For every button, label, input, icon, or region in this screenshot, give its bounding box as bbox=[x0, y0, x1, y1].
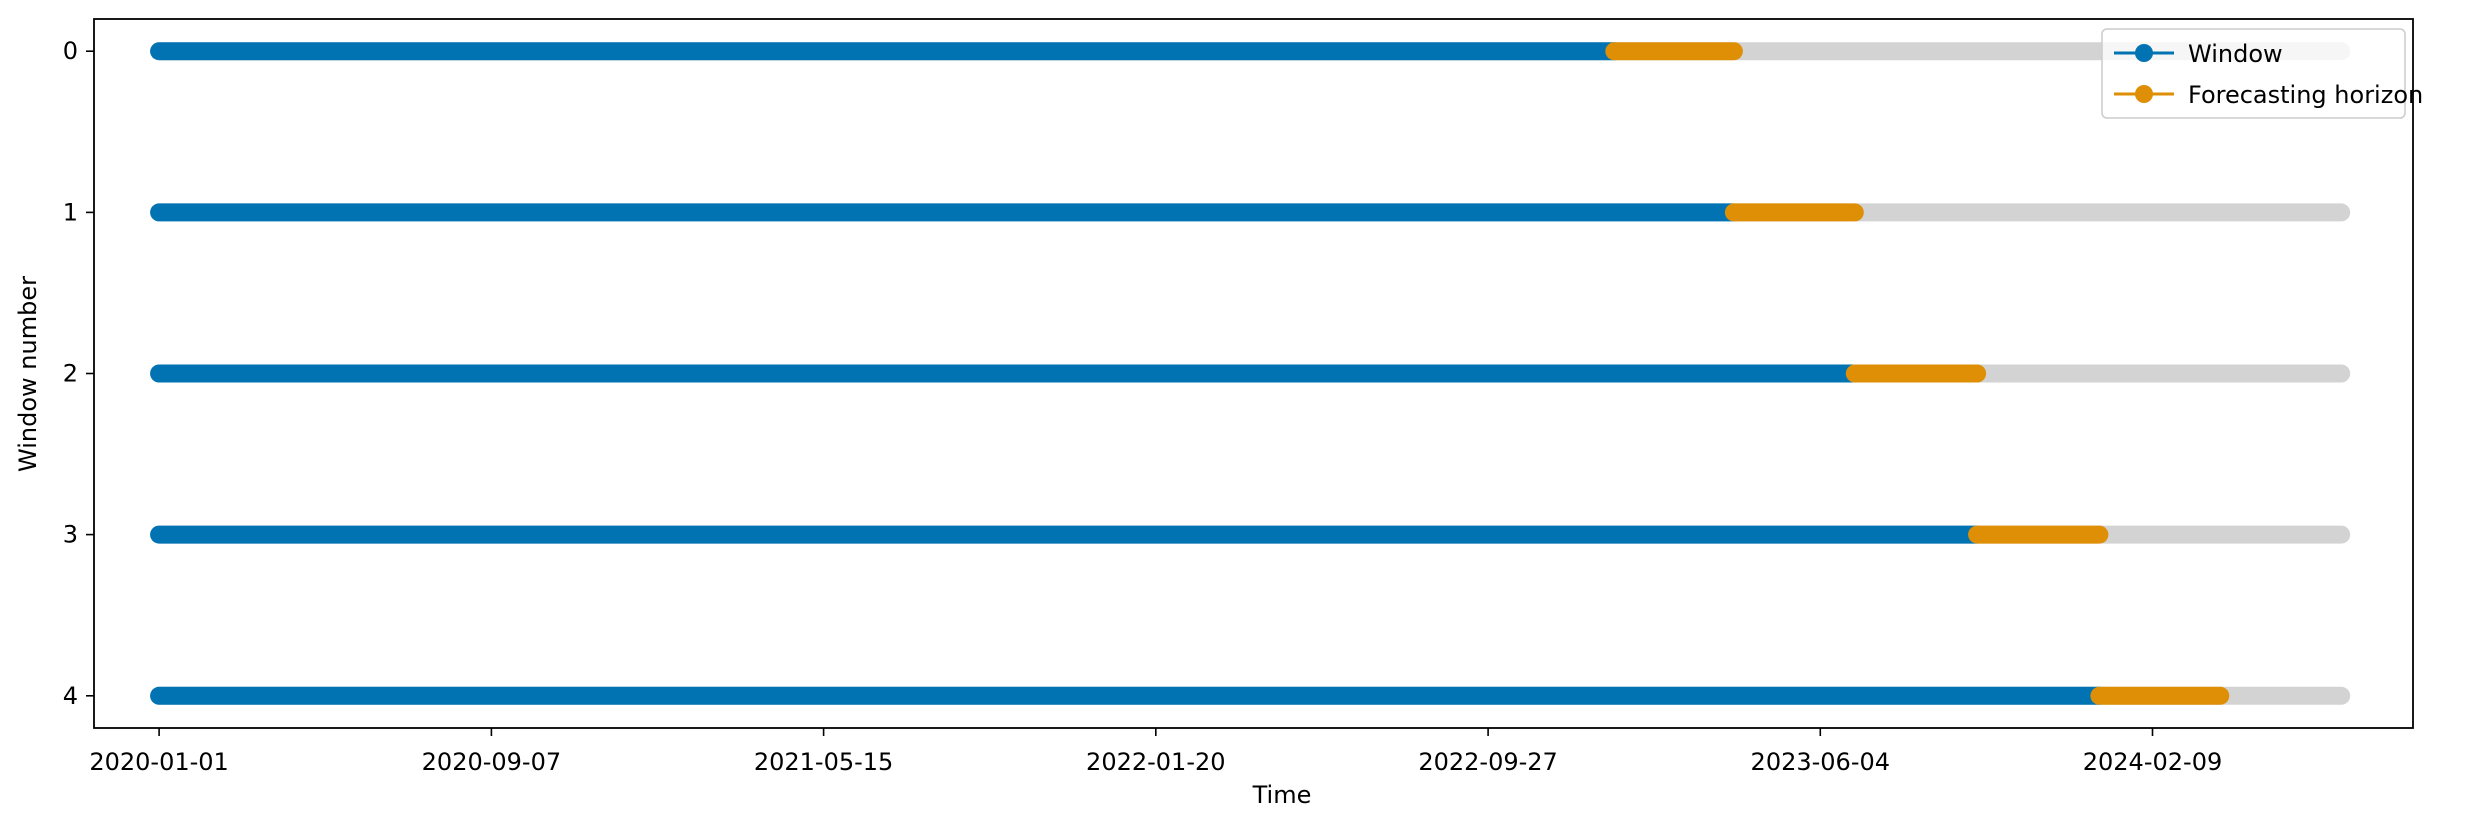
y-axis: 0 1 2 3 4 bbox=[63, 37, 94, 710]
plot-area bbox=[150, 42, 2351, 705]
x-tick-label: 2020-09-07 bbox=[422, 748, 561, 776]
x-tick-label: 2021-05-15 bbox=[754, 748, 893, 776]
legend-window-label: Window bbox=[2188, 40, 2283, 68]
x-tick-label: 2024-02-09 bbox=[2083, 748, 2222, 776]
y-axis-label: Window number bbox=[14, 276, 42, 472]
legend-horizon-marker bbox=[2135, 85, 2153, 103]
x-tick-label: 2020-01-01 bbox=[89, 748, 228, 776]
x-axis-label: Time bbox=[1252, 781, 1312, 809]
legend: Window Forecasting horizon bbox=[2101, 28, 2423, 119]
y-tick-label: 3 bbox=[63, 521, 78, 549]
x-tick-label: 2022-01-20 bbox=[1086, 748, 1225, 776]
x-axis: 2020-01-01 2020-09-07 2021-05-15 2022-01-20… bbox=[89, 728, 2222, 776]
x-tick-label: 2022-09-27 bbox=[1418, 748, 1557, 776]
y-tick-label: 1 bbox=[63, 198, 78, 226]
legend-window-marker bbox=[2135, 44, 2153, 62]
y-tick-label: 2 bbox=[63, 360, 78, 388]
legend-box bbox=[2101, 28, 2406, 119]
legend-horizon-label: Forecasting horizon bbox=[2188, 81, 2423, 109]
x-tick-label: 2023-06-04 bbox=[1751, 748, 1890, 776]
y-tick-label: 0 bbox=[63, 37, 78, 65]
y-tick-label: 4 bbox=[63, 682, 78, 710]
